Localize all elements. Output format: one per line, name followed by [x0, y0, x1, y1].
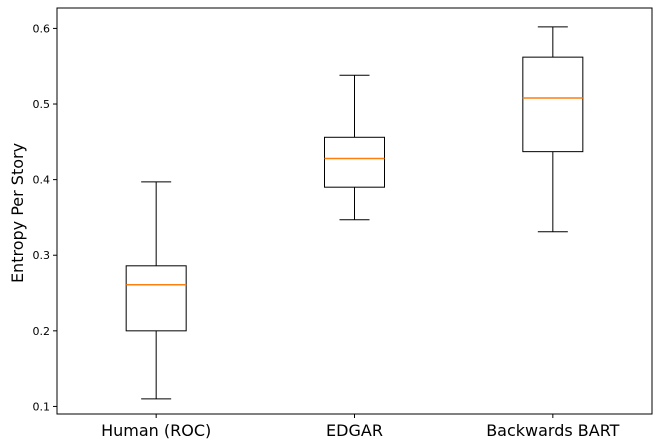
y-tick-label: 0.4 [33, 174, 51, 187]
y-tick-label: 0.3 [33, 249, 51, 262]
iqr-box [324, 136, 385, 188]
y-tick-label: 0.2 [33, 325, 51, 338]
iqr-box [125, 265, 187, 332]
box-group [522, 26, 584, 233]
box-group [125, 181, 187, 400]
x-tick-label: Backwards BART [486, 421, 619, 439]
y-axis-label: Entropy Per Story [8, 143, 27, 283]
y-tick-label: 0.1 [33, 400, 51, 413]
box-group [324, 74, 385, 221]
axes-layer: 0.1 0.2 0.3 0.4 0.5 0.6 Human (ROC) EDGAR Backwa… [33, 7, 653, 440]
y-tick-label: 0.6 [33, 22, 51, 35]
plot-layer [125, 26, 584, 400]
y-tick-label: 0.5 [33, 98, 51, 111]
x-tick-label: Human (ROC) [101, 421, 211, 439]
iqr-box [522, 56, 584, 153]
x-tick-label: EDGAR [326, 421, 383, 439]
